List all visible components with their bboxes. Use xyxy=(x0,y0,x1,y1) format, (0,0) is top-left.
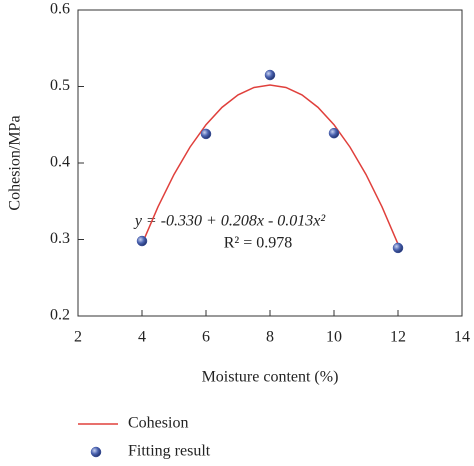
r-squared: R² = 0.978 xyxy=(224,235,293,252)
fit-curve xyxy=(141,84,399,245)
legend-label: Cohesion xyxy=(128,415,188,432)
x-tick-label: 8 xyxy=(266,329,274,346)
x-tick-label: 14 xyxy=(454,329,470,346)
y-tick-label: 0.4 xyxy=(50,154,70,171)
x-tick-label: 10 xyxy=(326,329,342,346)
x-axis-label: Moisture content (%) xyxy=(202,369,339,386)
y-tick-label: 0.5 xyxy=(50,77,70,94)
equation: y = -0.330 + 0.208x - 0.013x² xyxy=(133,213,327,230)
data-point xyxy=(136,235,148,247)
x-tick-label: 6 xyxy=(202,329,210,346)
x-tick-label: 4 xyxy=(138,329,146,346)
data-point xyxy=(264,69,276,81)
y-tick-label: 0.6 xyxy=(50,1,70,18)
y-axis-label: Cohesion/MPa xyxy=(7,115,24,210)
y-tick-label: 0.2 xyxy=(50,307,70,324)
data-point xyxy=(328,127,340,139)
plot-frame xyxy=(77,9,463,317)
y-tick-label: 0.3 xyxy=(50,230,70,247)
legend-swatch xyxy=(90,446,102,458)
data-point xyxy=(200,128,212,140)
legend-label: Fitting result xyxy=(128,443,211,460)
data-point xyxy=(392,242,404,254)
x-tick-label: 12 xyxy=(390,329,406,346)
x-tick-label: 2 xyxy=(74,329,82,346)
